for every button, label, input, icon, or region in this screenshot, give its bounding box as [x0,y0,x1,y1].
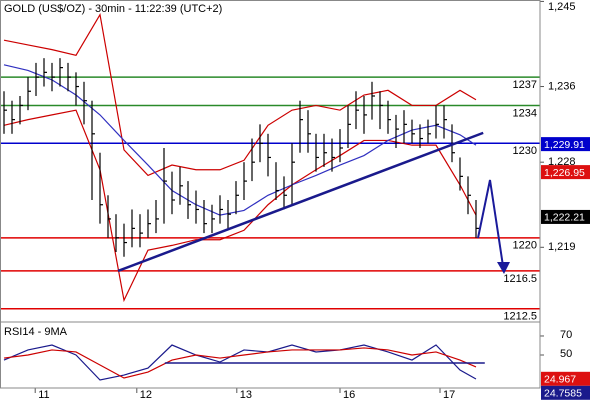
price-tag [541,165,590,180]
indicator-line [3,109,477,303]
level-label: 1220 [513,240,537,252]
x-tick-label: 17 [443,389,455,400]
price-tag-label: 24.967 [544,374,576,386]
level-label: 1212.5 [503,311,537,323]
y-tick-label: 70 [560,329,572,341]
x-tick-label: 13 [240,389,252,400]
price-panel: 1237 1234 1230 1220 1216.5 1212.5 1,245 1,236 1,… [0,1,590,323]
y-tick-label: 1,245 [548,1,576,13]
price-tag-label: 1,226.95 [544,167,585,179]
plot-frame [0,0,541,389]
y-tick-label: 50 [560,348,572,360]
forecast-arrow [477,179,504,267]
indicator-line [3,12,477,177]
price-tag-label: 24.7585 [544,388,582,400]
level-label: 1234 [513,107,537,119]
price-tag [541,371,590,386]
trend-line [117,131,484,273]
price-tag [541,137,590,152]
arrow-head [497,262,510,274]
indicator-line [3,344,477,381]
rsi-title: RSI14 - 9MA [4,326,68,338]
rsi-panel: 70 50 11 12 13 16 17 24.967 24.7585 [3,329,590,400]
price-tag-label: 1,222.21 [544,212,585,224]
level-label: 1237 [513,79,537,91]
x-tick-label: 12 [140,389,152,400]
price-tag [541,209,590,224]
y-tick-label: 1,219 [548,241,576,253]
price-tag-label: 1,229.91 [544,139,585,151]
y-tick-label: 1,236 [548,80,576,92]
price-tag [541,385,590,400]
x-tick-label: 16 [343,389,355,400]
y-tick-label: 1,228 [548,156,576,168]
level-label: 1230 [513,145,537,157]
level-label: 1216.5 [503,273,537,285]
indicator-line [3,347,477,379]
x-tick-label: 11 [38,389,49,400]
chart-title: GOLD (US$/OZ) - 30min - 11:22:39 (UTC+2) [4,3,222,15]
